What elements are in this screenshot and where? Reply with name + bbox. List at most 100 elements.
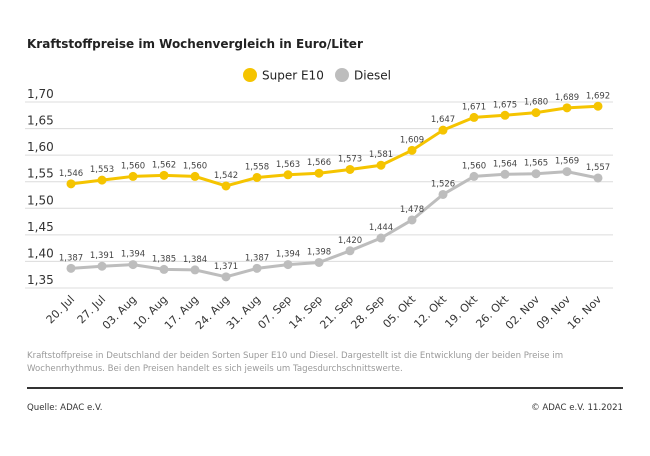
data-point xyxy=(283,260,293,270)
data-point xyxy=(531,169,541,179)
y-tick-label: 1,50 xyxy=(27,193,54,207)
data-point xyxy=(66,179,76,189)
data-label: 1,560 xyxy=(121,161,145,171)
x-tick-label: 16. Nov xyxy=(565,293,605,333)
data-label: 1,565 xyxy=(524,159,548,169)
x-tick-label: 12. Okt xyxy=(411,292,449,330)
legend-marker xyxy=(335,68,349,82)
data-point xyxy=(128,260,138,270)
data-point xyxy=(66,263,76,273)
data-point xyxy=(283,170,293,180)
data-point xyxy=(500,110,510,120)
data-label: 1,689 xyxy=(555,93,579,103)
x-tick-label: 14. Sep xyxy=(286,293,325,332)
data-label: 1,387 xyxy=(245,253,269,263)
data-point xyxy=(376,233,386,243)
data-label: 1,394 xyxy=(276,250,300,260)
x-tick-label: 19. Okt xyxy=(442,292,480,330)
data-point xyxy=(562,167,572,177)
y-tick-label: 1,55 xyxy=(27,167,54,181)
data-point xyxy=(314,168,324,178)
data-point xyxy=(376,160,386,170)
copyright-text: © ADAC e.V. 11.2021 xyxy=(531,403,623,413)
data-label: 1,564 xyxy=(493,159,517,169)
data-label: 1,420 xyxy=(338,236,362,246)
y-tick-label: 1,40 xyxy=(27,246,54,260)
x-tick-label: 05. Okt xyxy=(380,292,418,330)
y-tick-label: 1,65 xyxy=(27,114,54,128)
data-label: 1,562 xyxy=(152,160,176,170)
data-point xyxy=(190,265,200,275)
data-label: 1,609 xyxy=(400,135,424,145)
series-line xyxy=(70,170,599,279)
data-label: 1,671 xyxy=(462,102,486,112)
data-point xyxy=(531,108,541,118)
y-tick-label: 1,35 xyxy=(27,273,54,287)
data-label: 1,387 xyxy=(59,253,83,263)
data-point xyxy=(159,264,169,274)
data-label: 1,560 xyxy=(462,161,486,171)
data-point xyxy=(221,272,231,282)
data-point xyxy=(407,215,417,225)
data-label: 1,569 xyxy=(555,157,579,167)
data-label: 1,557 xyxy=(586,163,610,173)
data-label: 1,391 xyxy=(90,251,114,261)
x-tick-label: 21. Sep xyxy=(317,293,356,332)
data-point xyxy=(128,171,138,181)
x-tick-label: 20. Jul xyxy=(44,293,77,326)
data-label: 1,542 xyxy=(214,171,238,181)
data-label: 1,385 xyxy=(152,254,176,264)
data-label: 1,371 xyxy=(214,262,238,272)
data-label: 1,647 xyxy=(431,115,455,125)
data-label: 1,384 xyxy=(183,255,207,265)
data-label: 1,444 xyxy=(369,223,393,233)
data-label: 1,675 xyxy=(493,100,517,110)
data-label: 1,581 xyxy=(369,150,393,160)
data-label: 1,546 xyxy=(59,169,83,179)
data-point xyxy=(469,112,479,122)
data-point xyxy=(314,257,324,267)
data-label: 1,394 xyxy=(121,250,145,260)
data-point xyxy=(97,175,107,185)
data-point xyxy=(190,171,200,181)
data-label: 1,692 xyxy=(586,91,610,101)
data-point xyxy=(252,172,262,182)
data-label: 1,680 xyxy=(524,98,548,108)
y-tick-label: 1,70 xyxy=(27,87,54,101)
data-label: 1,573 xyxy=(338,154,362,164)
source-text: Quelle: ADAC e.V. xyxy=(27,403,103,413)
data-label: 1,563 xyxy=(276,160,300,170)
data-point xyxy=(593,101,603,111)
data-label: 1,553 xyxy=(90,165,114,175)
data-point xyxy=(345,164,355,174)
data-label: 1,526 xyxy=(431,179,455,189)
data-point xyxy=(159,170,169,180)
data-point xyxy=(469,171,479,181)
legend-label: Super E10 xyxy=(262,69,324,83)
legend-label: Diesel xyxy=(354,69,391,83)
data-point xyxy=(252,263,262,273)
x-tick-label: 28. Sep xyxy=(348,293,387,332)
data-point xyxy=(407,145,417,155)
legend-marker xyxy=(243,68,257,82)
x-tick-label: 31. Aug xyxy=(224,293,263,332)
y-tick-label: 1,60 xyxy=(27,140,54,154)
divider xyxy=(27,387,623,389)
data-label: 1,560 xyxy=(183,161,207,171)
x-tick-label: 07. Sep xyxy=(255,293,294,332)
data-label: 1,478 xyxy=(400,205,424,215)
data-label: 1,566 xyxy=(307,158,331,168)
data-point xyxy=(221,181,231,191)
data-label: 1,398 xyxy=(307,247,331,257)
data-point xyxy=(500,169,510,179)
data-label: 1,558 xyxy=(245,162,269,172)
series-line xyxy=(70,104,599,188)
chart-title: Kraftstoffpreise im Wochenvergleich in E… xyxy=(27,37,363,51)
chart-note: Kraftstoffpreise in Deutschland der beid… xyxy=(27,351,564,374)
data-point xyxy=(593,173,603,183)
data-point xyxy=(438,189,448,199)
data-point xyxy=(438,125,448,135)
data-point xyxy=(97,261,107,271)
